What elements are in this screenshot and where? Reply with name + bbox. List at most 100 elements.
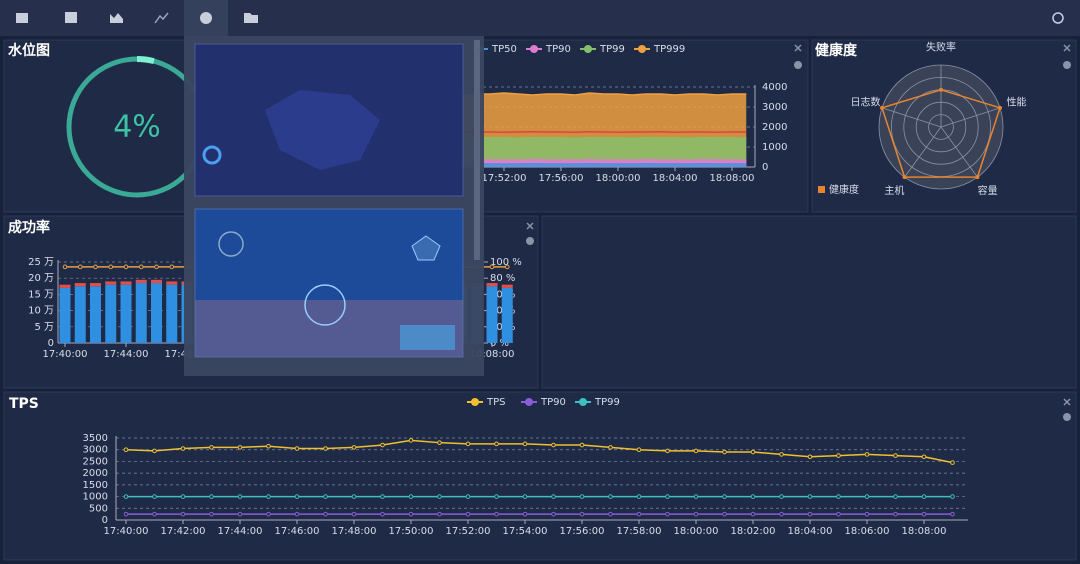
panel-controls[interactable]	[526, 44, 1071, 421]
point	[351, 445, 357, 450]
point	[123, 264, 129, 270]
point	[408, 438, 414, 443]
y-tick-label: 2000	[762, 122, 787, 133]
point	[180, 494, 186, 499]
y-tick-label: 20 万	[28, 273, 54, 284]
x-tick-label: 18:04:00	[788, 526, 833, 537]
y-tick-label: 500	[89, 503, 108, 514]
point	[665, 448, 670, 454]
point	[693, 511, 699, 517]
toolbar	[0, 0, 1080, 36]
point	[294, 446, 300, 451]
point	[294, 494, 300, 499]
point	[551, 511, 556, 517]
point	[636, 447, 642, 453]
bar	[135, 283, 147, 343]
point	[380, 494, 385, 499]
point	[836, 494, 841, 499]
x-tick-label: 18:08:00	[902, 526, 947, 537]
radar-point	[939, 87, 943, 92]
x-tick-label: 17:52:00	[446, 526, 491, 537]
legend-symbol	[818, 186, 825, 193]
point	[180, 446, 186, 451]
radar-label: 性能	[1006, 95, 1026, 108]
x-tick-label: 17:54:00	[503, 526, 548, 537]
radar-label: 主机	[884, 184, 904, 197]
point	[693, 448, 699, 454]
point	[722, 511, 727, 517]
point	[864, 452, 870, 457]
x-tick-label: 17:58:00	[617, 526, 662, 537]
x-tick-label: 18:06:00	[845, 526, 890, 537]
point	[579, 442, 585, 448]
point	[836, 511, 841, 517]
x-tick-label: 17:56:00	[539, 173, 584, 184]
legend-symbol	[579, 398, 587, 406]
point	[494, 511, 499, 517]
point	[551, 494, 556, 499]
point	[807, 494, 813, 499]
point	[323, 511, 328, 517]
point	[323, 446, 328, 451]
bar	[486, 286, 498, 343]
bar	[59, 284, 71, 288]
point	[807, 511, 813, 517]
point	[351, 494, 357, 499]
point	[169, 264, 175, 270]
panel-title: 健康度	[815, 42, 858, 59]
point	[237, 494, 243, 499]
x-tick-label: 18:04:00	[653, 173, 698, 184]
point	[921, 511, 927, 517]
point	[693, 494, 699, 499]
radar-spoke	[904, 126, 942, 178]
y-tick-label: 5 万	[34, 322, 54, 333]
point	[950, 511, 955, 517]
popup[interactable]	[184, 36, 484, 376]
point	[437, 494, 442, 499]
y-tick-label: 1000	[762, 142, 787, 153]
bar	[501, 287, 513, 343]
legend-label: TPS	[486, 397, 506, 408]
y-tick-label: 3000	[762, 102, 787, 113]
point	[750, 494, 756, 499]
point	[465, 511, 471, 517]
bar	[59, 287, 71, 343]
point	[237, 445, 243, 450]
point	[893, 453, 898, 458]
point	[108, 264, 114, 270]
legend-symbol	[638, 45, 646, 53]
x-tick-label: 18:00:00	[596, 173, 641, 184]
radar-label: 日志数	[851, 95, 881, 108]
point	[636, 511, 642, 517]
x-tick-label: 17:56:00	[560, 526, 605, 537]
point	[77, 264, 83, 270]
radar-point	[902, 175, 907, 180]
point	[608, 511, 613, 517]
point	[722, 449, 727, 455]
point	[750, 449, 756, 455]
toolbar-icons[interactable]	[16, 12, 1064, 24]
bar	[135, 279, 147, 284]
y-tick-label: 3000	[83, 445, 108, 456]
x-tick-label: 17:42:00	[161, 526, 206, 537]
point	[294, 511, 300, 517]
x-tick-label: 18:08:00	[470, 349, 515, 360]
x-tick-label: 18:08:00	[710, 173, 755, 184]
point	[380, 442, 385, 448]
point	[380, 511, 385, 517]
radar-point	[975, 175, 980, 180]
point	[665, 494, 670, 499]
panel-title: 水位图	[8, 42, 50, 59]
point	[154, 264, 159, 270]
x-tick-label: 17:40:00	[43, 349, 88, 360]
point	[636, 494, 642, 499]
legend-symbol	[584, 45, 592, 53]
bar	[105, 281, 117, 285]
y-tick-label: 0	[762, 162, 768, 173]
panel	[541, 215, 1077, 389]
series-line	[125, 439, 953, 464]
point	[437, 440, 442, 445]
legend-label: 健康度	[829, 183, 859, 196]
panel-title: TPS	[9, 396, 39, 412]
